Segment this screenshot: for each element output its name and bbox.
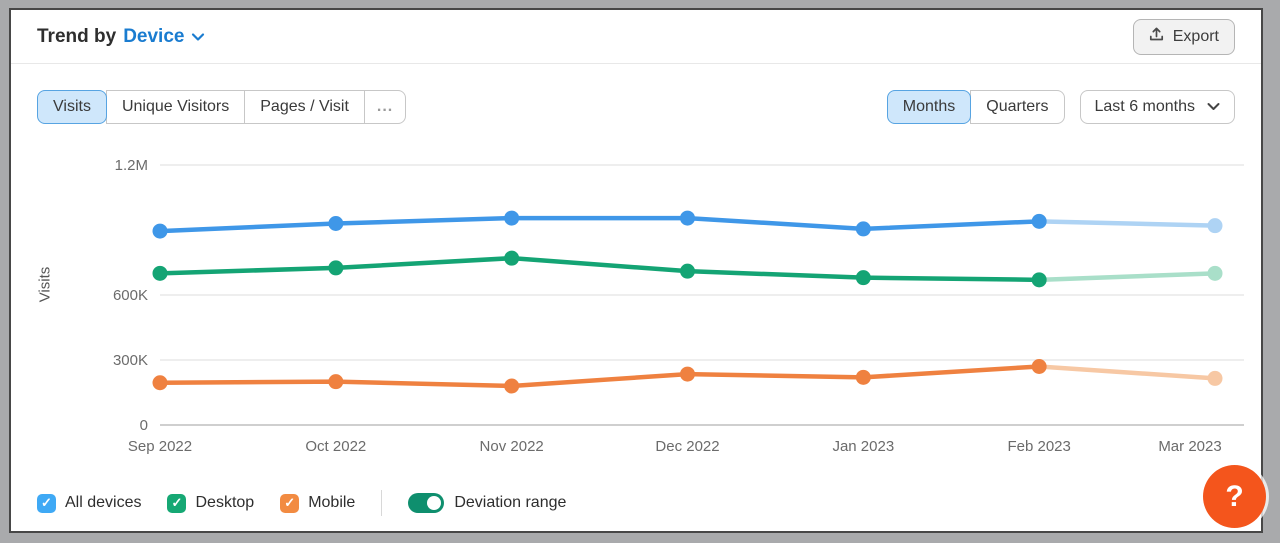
tab-[interactable]: ... [363,90,407,124]
trend-chart: 1.2M 600K 300K 0 Sep 2022 Oct 2022 Nov 2022 Dec… [22,147,1252,477]
svg-text:Dec 2022: Dec 2022 [655,438,719,455]
svg-text:Jan 2023: Jan 2023 [832,438,894,455]
svg-text:1.2M: 1.2M [115,157,148,174]
checkbox-icon[interactable]: ✓ [37,493,56,513]
legend-item-mobile[interactable]: ✓ Mobile [280,493,356,513]
export-icon [1149,27,1164,47]
svg-text:0: 0 [140,417,148,434]
trend-by-device-card: Trend by Device Export Visits Unique Visi… [9,8,1263,533]
device-dropdown-trigger[interactable]: Device [123,25,185,47]
legend-label: Mobile [308,494,356,511]
tab-unique-visitors[interactable]: Unique Visitors [105,90,246,124]
svg-text:Nov 2022: Nov 2022 [480,438,544,455]
svg-text:Oct 2022: Oct 2022 [305,438,366,455]
export-label: Export [1172,27,1219,45]
svg-text:600K: 600K [113,287,148,304]
legend-label: All devices [65,494,142,511]
deviation-range-toggle[interactable]: Deviation range [408,493,566,513]
toggle-switch-icon[interactable] [408,493,445,513]
svg-text:300K: 300K [113,352,148,369]
card-header: Trend by Device Export [11,10,1261,64]
svg-text:Sep 2022: Sep 2022 [128,438,192,455]
tab-months[interactable]: Months [886,90,972,124]
metric-tab-group: Visits Unique Visitors Pages / Visit... [37,90,407,124]
legend-item-desktop[interactable]: ✓ Desktop [167,493,255,513]
help-button[interactable]: ? [1203,465,1266,528]
date-range-dropdown[interactable]: Last 6 months [1079,90,1235,124]
svg-text:Feb 2023: Feb 2023 [1007,438,1070,455]
date-range-value: Last 6 months [1094,98,1196,115]
chart-legend: ✓ All devices ✓ Desktop ✓ Mobile Deviation ran… [37,490,566,516]
chevron-down-icon[interactable] [191,32,205,42]
legend-label: Desktop [195,494,255,511]
controls-row: Visits Unique Visitors Pages / Visit... Mo… [37,90,1235,124]
right-controls: Months Quarters Last 6 months [886,90,1235,124]
tab-pages-visit[interactable]: Pages / Visit [244,90,365,124]
tab-visits[interactable]: Visits [37,90,107,124]
toggle-label: Deviation range [454,494,567,511]
checkbox-icon[interactable]: ✓ [280,493,300,513]
checkbox-icon[interactable]: ✓ [167,493,187,513]
tab-quarters[interactable]: Quarters [970,90,1065,124]
legend-divider [381,490,383,516]
svg-text:Mar 2023: Mar 2023 [1158,438,1221,455]
period-tab-group: Months Quarters [886,90,1065,124]
line-chart-svg: 1.2M 600K 300K 0 Sep 2022 Oct 2022 Nov 2022 Dec… [113,157,1244,455]
page-title: Trend by Device [37,26,205,48]
title-prefix: Trend by [37,25,117,47]
legend-item-all-devices[interactable]: ✓ All devices [37,493,142,513]
export-button[interactable]: Export [1132,18,1235,55]
chevron-down-icon [1207,98,1220,116]
